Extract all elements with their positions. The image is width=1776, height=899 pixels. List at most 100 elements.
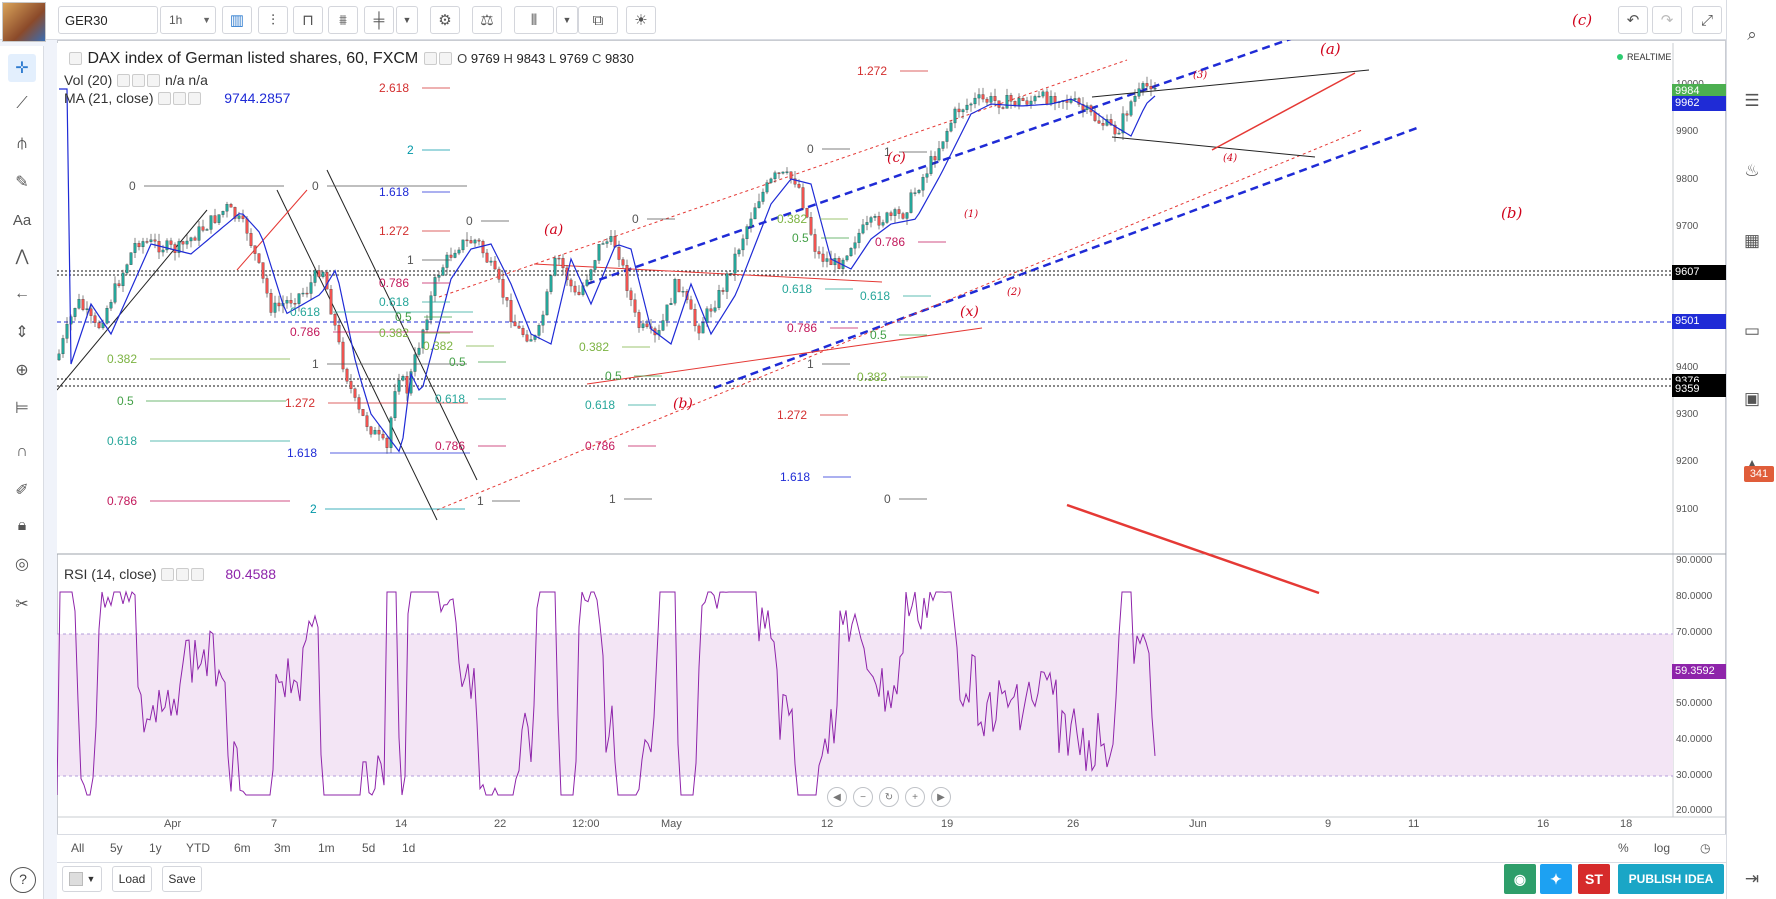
bars-icon[interactable]: ⫶ [258,6,288,34]
candle [201,226,205,231]
layout-select[interactable]: ▼ [62,866,102,892]
star-icon[interactable] [69,52,82,65]
candle [821,253,825,262]
eye-icon[interactable] [423,52,437,65]
private-chat-icon[interactable]: ▣ [1743,389,1761,408]
search-icon[interactable]: ⌕ [1747,25,1757,44]
symbol-search-input[interactable]: GER30 [58,6,158,34]
candle [781,171,785,174]
scroll-right-button[interactable]: ▶ [931,787,951,807]
range-1y[interactable]: 1y [149,841,162,855]
text-icon[interactable]: Aa [12,211,32,229]
redo-icon[interactable]: ↷ [1652,6,1682,34]
measure-icon[interactable]: ⇕ [15,324,29,341]
legend-rsi[interactable]: RSI (14, close) 80.4588 [64,566,276,582]
candle [701,322,705,334]
zoom-in-button[interactable]: + [905,787,925,807]
magnet-icon[interactable]: ∩ [16,443,28,460]
hollow-candles-icon[interactable]: ⩩ [328,6,358,34]
trendline-icon[interactable]: ⟋ [16,95,28,112]
twitter-icon[interactable]: ✦ [1540,864,1572,894]
candle [393,391,397,419]
fib-level-label: 0.618 [860,289,890,303]
chart-style-dropdown[interactable]: ▼ [396,6,418,34]
fib-level-label: 1.272 [379,224,409,238]
watchlist-icon[interactable]: ☰ [1744,91,1760,110]
fib-level-label: 1 [407,253,414,267]
indicators-dropdown[interactable]: ▼ [556,6,578,34]
templates-icon[interactable]: ⧉ [578,6,618,34]
zoom-out-button[interactable]: − [853,787,873,807]
range-all[interactable]: All [71,841,85,855]
candle [61,338,65,355]
fullscreen-icon[interactable]: ⤢ [1692,6,1722,34]
save-button[interactable]: Save [162,866,202,892]
line-style-icon[interactable]: ⊓ [293,6,323,34]
hotlist-icon[interactable]: ♨ [1744,161,1760,180]
remove-drawings-icon[interactable]: ✂ [15,596,29,613]
fib-labels-layer: 0 00.3820.50.6180.7860.6180.78611.2721.61… [107,64,946,516]
crosshair-icon[interactable]: ✛ [8,54,36,82]
candle [641,323,645,328]
pattern-icon[interactable]: ⋀ [15,248,29,265]
candle [1153,87,1157,90]
legend-volume[interactable]: Vol (20) n/a n/a [64,72,208,88]
range-6m[interactable]: 6m [234,841,251,855]
user-avatar[interactable] [2,2,46,42]
ruler-icon[interactable]: ⊨ [15,400,29,417]
range-ytd[interactable]: YTD [186,841,210,855]
reset-view-button[interactable]: ↻ [879,787,899,807]
range-5d[interactable]: 5d [362,841,376,855]
candle [101,323,105,329]
range-1d[interactable]: 1d [402,841,416,855]
log-scale-toggle[interactable]: log [1654,841,1671,855]
ohlc-bars-icon[interactable]: ╪ [364,6,394,34]
wedge-bottom [1111,136,1316,158]
indicators-icon[interactable]: ⫴ [514,6,554,34]
timezone-icon[interactable]: ◷ [1700,841,1711,855]
candle [777,172,781,174]
pitchfork-icon[interactable]: ⫛ [17,135,27,152]
stay-drawing-icon[interactable]: ✐ [15,482,29,499]
collapse-panel-icon[interactable]: ⇥ [1744,869,1760,888]
fib-level-label: 0.618 [435,392,465,406]
publish-idea-button[interactable]: PUBLISH IDEA [1618,864,1724,894]
zoom-icon[interactable]: ⊕ [15,362,29,379]
interval-select[interactable]: 1h ▼ [160,6,216,34]
scales-icon[interactable]: ⚖ [472,6,502,34]
candles-icon[interactable]: ▥ [222,6,252,34]
candle [345,368,349,382]
fib-level-label: 1 [312,357,319,371]
load-button[interactable]: Load [112,866,152,892]
help-button[interactable]: ? [10,867,36,893]
candle [937,148,941,161]
settings-small-icon[interactable] [438,52,452,65]
candle [853,242,857,249]
candle [321,272,325,278]
range-5y[interactable]: 5y [110,841,123,855]
range-1m[interactable]: 1m [318,841,335,855]
candle [709,308,713,312]
range-3m[interactable]: 3m [274,841,291,855]
candle [597,244,601,261]
percent-scale-toggle[interactable]: % [1618,841,1629,855]
brush-icon[interactable]: ✎ [15,174,29,191]
candle [181,241,185,245]
candle [961,109,965,113]
scroll-left-button[interactable]: ◀ [827,787,847,807]
rsi-scale-label: 70.0000 [1676,627,1713,638]
undo-icon[interactable]: ↶ [1618,6,1648,34]
ideas-icon[interactable]: ☀ [626,6,656,34]
settings-icon[interactable]: ⚙ [430,6,460,34]
legend-ma[interactable]: MA (21, close) 9744.2857 [64,90,290,106]
stocktwits-button[interactable]: ST [1578,864,1610,894]
chat-icon[interactable]: ▭ [1743,321,1761,340]
calendar-icon[interactable]: ▦ [1743,231,1761,250]
fib-level-label: 0.786 [875,235,905,249]
candle [849,248,853,257]
hide-icon[interactable]: ◎ [15,556,29,573]
arrow-icon[interactable]: ← [14,285,30,302]
lock-icon[interactable]: 🔒︎ [17,517,27,534]
camera-icon[interactable]: ◉ [1504,864,1536,894]
chart-canvas[interactable]: 0 00.3820.50.6180.7860.6180.78611.2721.61… [57,40,1726,834]
